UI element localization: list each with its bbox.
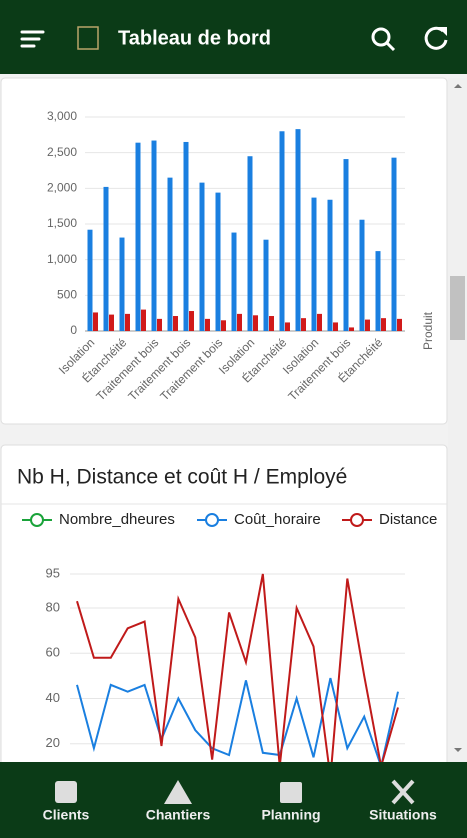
bar <box>119 237 125 331</box>
clients-icon[interactable] <box>55 781 77 803</box>
bar <box>343 159 349 331</box>
y-tick-label: 3,000 <box>47 109 77 123</box>
y-tick-label: 60 <box>46 645 60 660</box>
bar <box>141 309 146 331</box>
search-icon[interactable] <box>371 27 396 52</box>
legend-label: Nombre_dheures <box>59 511 175 528</box>
bar <box>349 327 354 331</box>
y-tick-label: 0 <box>70 323 77 337</box>
refresh-arrow <box>438 27 447 36</box>
legend-label: Coût_horaire <box>234 511 321 528</box>
bar <box>215 192 221 331</box>
header-title: Tableau de bord <box>118 27 271 49</box>
bar <box>103 186 109 331</box>
planning-icon[interactable] <box>280 782 302 803</box>
refresh-icon[interactable] <box>424 26 448 50</box>
bar <box>231 232 237 331</box>
y-tick-label: 95 <box>46 565 60 580</box>
bar <box>87 229 93 331</box>
bar <box>125 313 130 331</box>
bar <box>285 322 290 331</box>
bar <box>205 318 210 331</box>
bar <box>253 315 258 331</box>
legend-marker <box>30 513 44 527</box>
chantiers-icon[interactable] <box>164 780 192 804</box>
bar <box>263 239 269 331</box>
bar <box>397 318 402 331</box>
y-tick-label: 20 <box>46 735 60 750</box>
bar <box>391 157 397 331</box>
bar <box>189 311 194 331</box>
scroll-up[interactable] <box>454 84 462 88</box>
bar <box>247 156 253 331</box>
situations-icon[interactable] <box>391 779 415 805</box>
y-tick-label: 500 <box>57 288 77 302</box>
bar <box>317 313 322 331</box>
bar <box>359 219 365 331</box>
bar <box>365 319 370 331</box>
y-tick-label: 40 <box>46 690 60 705</box>
bottom-nav <box>0 762 467 838</box>
logo <box>77 26 99 50</box>
y-tick-label: 80 <box>46 599 60 614</box>
bar <box>151 140 157 331</box>
y-tick-label: 2,000 <box>47 181 77 195</box>
bar <box>381 318 386 331</box>
y-tick-label: 2,500 <box>47 145 77 159</box>
line-series <box>76 677 399 762</box>
menu-icon[interactable] <box>20 30 45 48</box>
y-tick-label: 1,500 <box>47 216 77 230</box>
bar <box>333 322 338 331</box>
bar <box>93 312 98 331</box>
scrollbar-track[interactable] <box>448 78 467 762</box>
bar <box>109 314 114 331</box>
bar <box>157 318 162 331</box>
nav-label[interactable]: Clients <box>43 807 90 823</box>
scrollbar-thumb[interactable] <box>450 276 465 340</box>
card <box>0 444 448 776</box>
bar <box>173 316 178 331</box>
nav-label[interactable]: Chantiers <box>146 807 211 823</box>
bar <box>295 129 301 331</box>
y-tick-label: 1,000 <box>47 252 77 266</box>
legend-marker <box>205 513 219 527</box>
nav-label[interactable]: Situations <box>369 807 437 823</box>
legend-label: Distance <box>379 511 437 528</box>
bar <box>301 318 306 331</box>
card <box>0 77 448 425</box>
nav-label[interactable]: Planning <box>261 807 320 823</box>
bar <box>221 320 226 331</box>
bar <box>167 177 173 331</box>
bar <box>237 313 242 331</box>
x-axis-label: Produit <box>421 311 435 350</box>
chart-title: Nb H, Distance et coût H / Employé <box>17 466 347 489</box>
bar <box>183 141 189 331</box>
bar <box>199 182 205 331</box>
bar <box>327 199 333 331</box>
bar <box>269 316 274 331</box>
bar <box>375 251 381 331</box>
scroll-down[interactable] <box>454 748 462 752</box>
bar <box>135 142 141 331</box>
line-series <box>76 573 399 762</box>
bar <box>311 197 317 331</box>
bar <box>279 131 285 331</box>
legend-marker <box>350 513 364 527</box>
